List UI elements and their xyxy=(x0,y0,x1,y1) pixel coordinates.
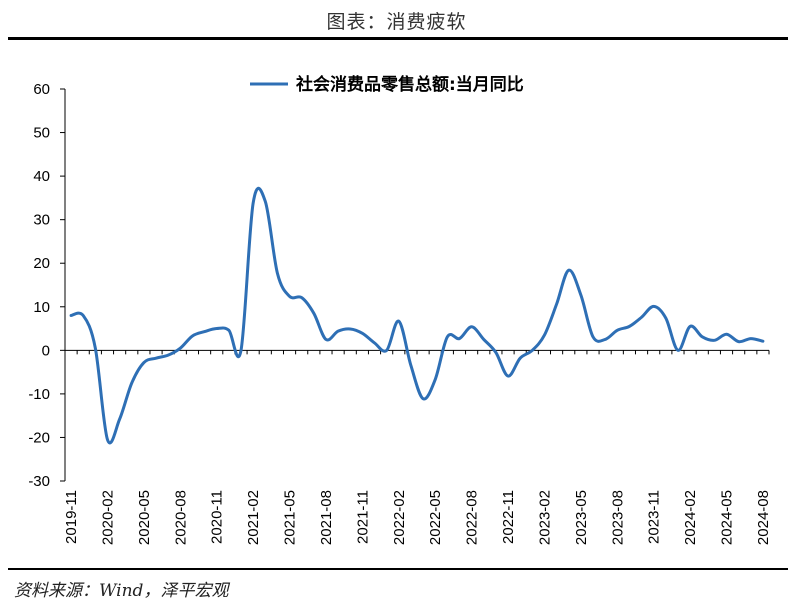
line-chart: 60 50 40 30 20 10 0 -10 -20 -30 2019-11 2020-02 202… xyxy=(28,74,772,545)
y-tick-label: 40 xyxy=(33,168,50,185)
x-tick-label: 2022-11 xyxy=(500,490,517,544)
y-tick-label: 50 xyxy=(33,125,50,142)
bottom-rule xyxy=(8,568,788,570)
x-tick-label: 2024-05 xyxy=(719,490,736,545)
series-line-retail-sales-yoy xyxy=(69,187,765,445)
x-tick-label: 2023-11 xyxy=(646,490,663,544)
y-tick-label: 0 xyxy=(42,342,50,359)
x-tick-label: 2020-08 xyxy=(172,490,189,545)
x-tick-label: 2024-02 xyxy=(682,490,699,545)
x-tick-label: 2021-05 xyxy=(282,490,299,545)
y-tick-label: -10 xyxy=(28,386,50,403)
legend: 社会消费品零售总额:当月同比 xyxy=(250,74,524,95)
y-tick-label: 60 xyxy=(33,81,50,98)
x-tick-label: 2021-02 xyxy=(245,490,262,545)
x-tick-label: 2019-11 xyxy=(63,490,80,544)
x-tick-label: 2023-02 xyxy=(536,490,553,545)
x-tick-label: 2022-02 xyxy=(391,490,408,545)
x-tick-label: 2023-08 xyxy=(609,490,626,545)
x-tick-label: 2021-08 xyxy=(318,490,335,545)
figure-title: 图表：消费疲软 xyxy=(326,11,467,33)
source-note: 资料来源：Wind，泽平宏观 xyxy=(14,581,229,601)
series-layer xyxy=(69,187,765,445)
y-tick-label: -20 xyxy=(28,429,50,446)
x-axis: 2019-11 2020-02 2020-05 2020-08 2020-11 2021-… xyxy=(63,349,772,545)
y-axis: 60 50 40 30 20 10 0 -10 -20 -30 xyxy=(28,81,66,490)
y-tick-label: 20 xyxy=(33,255,50,272)
y-tick-label: -30 xyxy=(28,473,50,490)
x-tick-label: 2021-11 xyxy=(354,490,371,544)
y-tick-label: 10 xyxy=(33,299,50,316)
x-tick-label: 2020-05 xyxy=(136,490,153,545)
top-rule xyxy=(8,37,788,40)
x-tick-label: 2023-05 xyxy=(573,490,590,545)
x-tick-label: 2020-11 xyxy=(209,490,226,544)
legend-label: 社会消费品零售总额:当月同比 xyxy=(295,74,524,95)
x-tick-label: 2024-08 xyxy=(755,490,772,545)
x-tick-label: 2020-02 xyxy=(99,490,116,545)
x-tick-label: 2022-05 xyxy=(427,490,444,545)
y-tick-label: 30 xyxy=(33,212,50,229)
x-tick-label: 2022-08 xyxy=(464,490,481,545)
